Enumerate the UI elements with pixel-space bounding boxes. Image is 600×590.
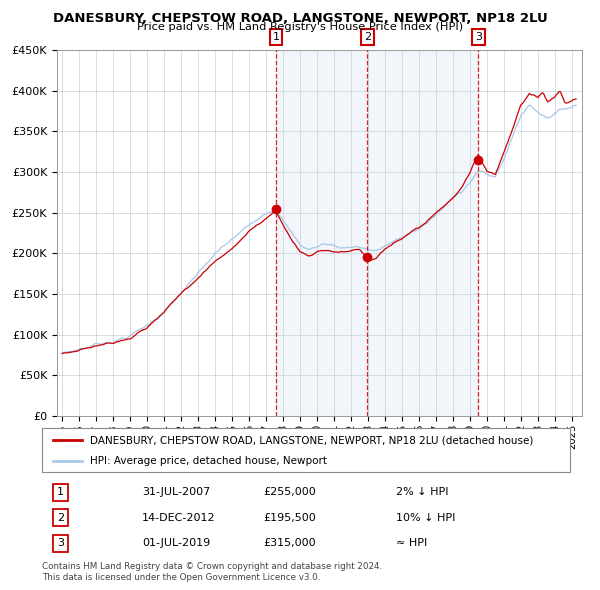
Text: 2% ↓ HPI: 2% ↓ HPI bbox=[396, 487, 448, 497]
Text: 1: 1 bbox=[57, 487, 64, 497]
Text: Price paid vs. HM Land Registry's House Price Index (HPI): Price paid vs. HM Land Registry's House … bbox=[137, 22, 463, 32]
Text: 2: 2 bbox=[364, 32, 371, 42]
Text: Contains HM Land Registry data © Crown copyright and database right 2024.
This d: Contains HM Land Registry data © Crown c… bbox=[42, 562, 382, 582]
Text: 31-JUL-2007: 31-JUL-2007 bbox=[142, 487, 211, 497]
Text: 3: 3 bbox=[57, 538, 64, 548]
Text: DANESBURY, CHEPSTOW ROAD, LANGSTONE, NEWPORT, NP18 2LU (detached house): DANESBURY, CHEPSTOW ROAD, LANGSTONE, NEW… bbox=[89, 435, 533, 445]
Bar bbox=[276, 50, 478, 416]
Text: ≈ HPI: ≈ HPI bbox=[396, 538, 427, 548]
Text: 2: 2 bbox=[57, 513, 64, 523]
Text: £195,500: £195,500 bbox=[264, 513, 317, 523]
Text: DANESBURY, CHEPSTOW ROAD, LANGSTONE, NEWPORT, NP18 2LU: DANESBURY, CHEPSTOW ROAD, LANGSTONE, NEW… bbox=[53, 12, 547, 25]
Text: 1: 1 bbox=[272, 32, 280, 42]
Text: 3: 3 bbox=[475, 32, 482, 42]
Text: 14-DEC-2012: 14-DEC-2012 bbox=[142, 513, 216, 523]
Text: £255,000: £255,000 bbox=[264, 487, 317, 497]
FancyBboxPatch shape bbox=[42, 428, 570, 472]
Text: 01-JUL-2019: 01-JUL-2019 bbox=[142, 538, 211, 548]
Text: 10% ↓ HPI: 10% ↓ HPI bbox=[396, 513, 455, 523]
Text: £315,000: £315,000 bbox=[264, 538, 316, 548]
Text: HPI: Average price, detached house, Newport: HPI: Average price, detached house, Newp… bbox=[89, 456, 326, 466]
